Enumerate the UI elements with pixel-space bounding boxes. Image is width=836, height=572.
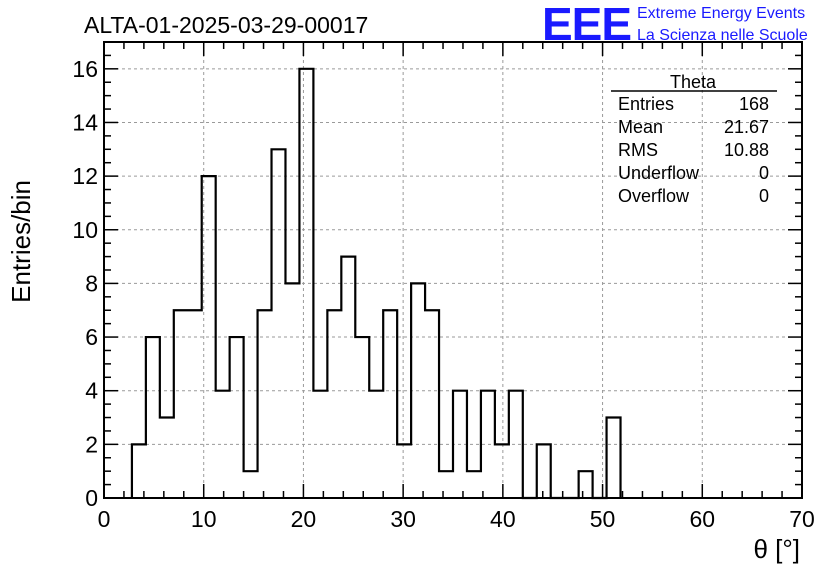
histogram-bin xyxy=(299,69,313,498)
stats-box: Theta Entries 168 Mean 21.67 RMS 10.88 U… xyxy=(611,72,777,206)
y-tick-label: 0 xyxy=(85,485,98,511)
histogram-bin xyxy=(146,337,160,498)
x-tick-label: 50 xyxy=(590,506,616,532)
logo-line-1: Extreme Energy Events xyxy=(637,5,805,22)
logo-line-2: La Scienza nelle Scuole xyxy=(637,27,808,44)
stats-label-entries: Entries xyxy=(618,94,674,114)
x-tick-label: 40 xyxy=(490,506,516,532)
histogram-bin xyxy=(411,283,425,498)
histogram-bin xyxy=(341,257,355,498)
histogram-bin xyxy=(188,310,202,498)
y-tick-label: 6 xyxy=(85,324,98,350)
histogram-bars xyxy=(130,67,622,500)
x-tick-label: 60 xyxy=(689,506,715,532)
histogram-bin xyxy=(397,444,411,498)
x-tick-label: 10 xyxy=(191,506,217,532)
histogram-bin xyxy=(495,444,509,498)
histogram-bin xyxy=(258,310,272,498)
stats-label-overflow: Overflow xyxy=(618,186,690,206)
logo-letters: EEE xyxy=(542,0,631,50)
histogram-bin xyxy=(369,391,383,498)
eee-logo: EEE Extreme Energy Events La Scienza nel… xyxy=(542,0,808,50)
histogram-outline xyxy=(130,67,622,500)
histogram-bin xyxy=(327,310,341,498)
histogram-bin xyxy=(509,391,523,498)
histogram-bin xyxy=(355,337,369,498)
stats-value-underflow: 0 xyxy=(759,163,769,183)
histogram-bin xyxy=(579,471,593,498)
x-tick-label: 70 xyxy=(789,506,815,532)
y-tick-label: 16 xyxy=(72,56,98,82)
x-tick-label: 30 xyxy=(390,506,416,532)
stats-value-overflow: 0 xyxy=(759,186,769,206)
histogram-bin xyxy=(216,391,230,498)
chart-title: ALTA-01-2025-03-29-00017 xyxy=(84,12,368,38)
y-axis-ticks: 0 2 4 6 8 10 12 14 16 xyxy=(72,41,802,511)
x-axis-label: θ [°] xyxy=(753,534,800,564)
histogram-bin xyxy=(132,444,146,498)
stats-title: Theta xyxy=(670,72,717,92)
histogram-bin xyxy=(230,337,244,498)
stats-label-rms: RMS xyxy=(618,140,658,160)
stats-value-mean: 21.67 xyxy=(724,117,769,137)
stats-value-entries: 168 xyxy=(739,94,769,114)
histogram-bin xyxy=(285,283,299,498)
y-tick-label: 14 xyxy=(72,109,98,135)
histogram-bin xyxy=(537,444,551,498)
y-tick-label: 12 xyxy=(72,163,98,189)
y-tick-label: 2 xyxy=(85,431,98,457)
histogram-bin xyxy=(383,310,397,498)
y-tick-label: 4 xyxy=(85,378,98,404)
stats-label-mean: Mean xyxy=(618,117,663,137)
histogram-bin xyxy=(272,149,286,498)
histogram-bin xyxy=(481,391,495,498)
stats-label-underflow: Underflow xyxy=(618,163,700,183)
histogram-bin xyxy=(607,418,621,498)
histogram-bin xyxy=(313,391,327,498)
histogram-bin xyxy=(244,471,258,498)
histogram-bin xyxy=(202,176,216,498)
x-tick-label: 20 xyxy=(291,506,317,532)
histogram-bin xyxy=(439,471,453,498)
y-tick-label: 8 xyxy=(85,270,98,296)
histogram-bin xyxy=(467,471,481,498)
histogram-bin xyxy=(160,418,174,498)
y-axis-label: Entries/bin xyxy=(6,180,36,303)
histogram-bin xyxy=(453,391,467,498)
y-tick-label: 10 xyxy=(72,217,98,243)
histogram-bin xyxy=(425,310,439,498)
x-axis-ticks: 0 10 20 30 40 50 60 70 xyxy=(98,42,815,532)
stats-value-rms: 10.88 xyxy=(724,140,769,160)
histogram-bin xyxy=(174,310,188,498)
x-tick-label: 0 xyxy=(98,506,111,532)
